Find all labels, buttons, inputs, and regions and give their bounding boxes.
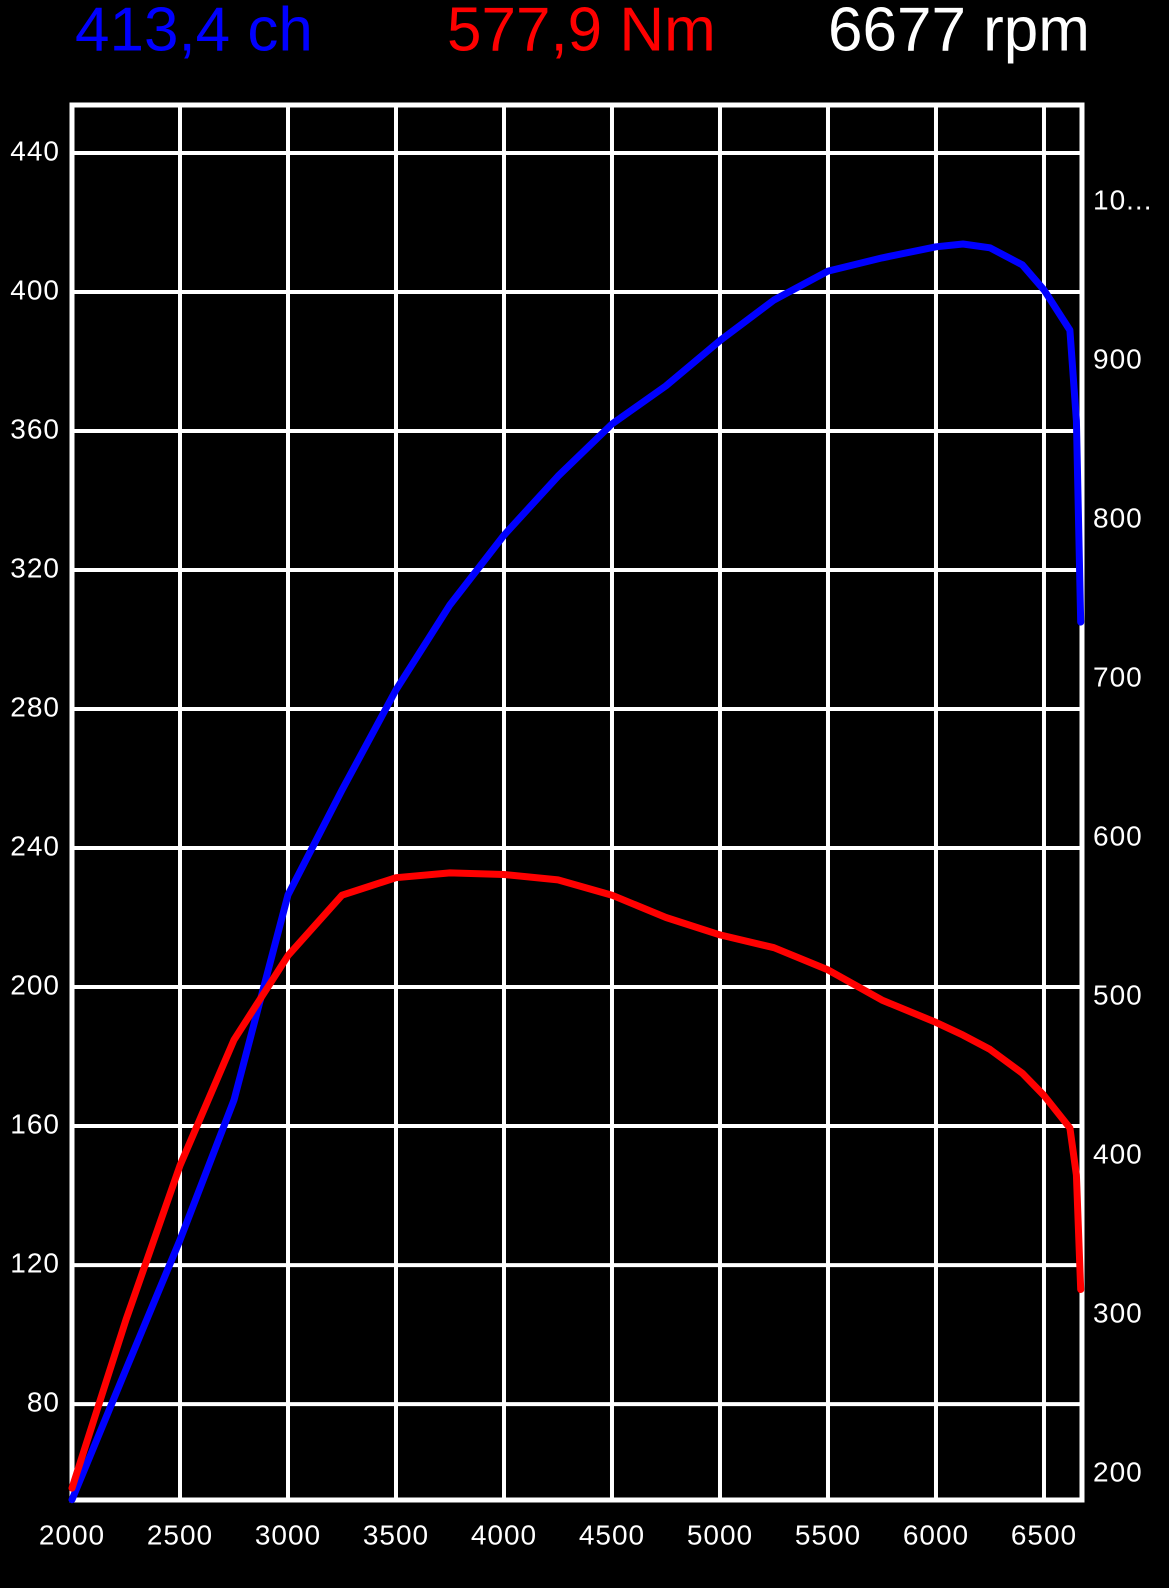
x-tick-label: 6500 [1011,1519,1077,1550]
y2-tick-label: 10... [1093,184,1152,215]
y2-tick-label: 200 [1093,1456,1143,1487]
x-tick-label: 4000 [471,1519,537,1550]
y-tick-label: 360 [10,413,60,444]
x-tick-label: 6000 [903,1519,969,1550]
y-tick-label: 400 [10,274,60,305]
x-tick-label: 2000 [39,1519,105,1550]
y-tick-label: 160 [10,1108,60,1139]
plot-border [69,102,1085,1503]
y2-tick-label: 500 [1093,979,1143,1010]
x-tick-label: 5500 [795,1519,861,1550]
y-tick-label: 200 [10,969,60,1000]
series-line [68,869,1085,1492]
y-tick-label: 280 [10,691,60,722]
x-tick-label: 5000 [687,1519,753,1550]
y2-tick-label: 600 [1093,820,1143,851]
y-tick-label: 120 [10,1247,60,1278]
readout: 413,4 ch [75,0,313,64]
readout: 577,9 Nm [447,0,716,64]
x-tick-label: 4500 [579,1519,645,1550]
y2-tick-label: 700 [1093,661,1143,692]
y2-tick-label: 300 [1093,1297,1143,1328]
y-tick-label: 240 [10,830,60,861]
y-tick-label: 320 [10,552,60,583]
x-tick-label: 3000 [255,1519,321,1550]
y-tick-label: 440 [10,135,60,166]
readout: 6677 rpm [828,0,1090,64]
y2-tick-label: 800 [1093,502,1143,533]
series-line [68,240,1085,1504]
y-tick-label: 80 [27,1386,60,1417]
x-tick-label: 3500 [363,1519,429,1550]
x-tick-label: 2500 [147,1519,213,1550]
y2-tick-label: 900 [1093,343,1143,374]
y2-tick-label: 400 [1093,1138,1143,1169]
